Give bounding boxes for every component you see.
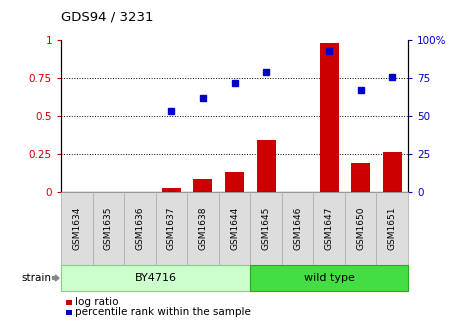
Text: percentile rank within the sample: percentile rank within the sample	[75, 307, 251, 318]
Bar	[351, 163, 370, 192]
Text: BY4716: BY4716	[135, 273, 177, 283]
Text: GSM1646: GSM1646	[293, 207, 302, 250]
Bar	[257, 140, 275, 192]
Bar	[66, 300, 72, 305]
Text: GSM1651: GSM1651	[388, 207, 397, 250]
Bar	[250, 265, 408, 291]
Bar	[383, 152, 402, 192]
Text: GSM1645: GSM1645	[262, 207, 271, 250]
Text: log ratio: log ratio	[75, 297, 119, 307]
Bar	[377, 192, 408, 265]
Bar	[187, 192, 219, 265]
Text: GSM1635: GSM1635	[104, 207, 113, 250]
Text: GSM1650: GSM1650	[356, 207, 365, 250]
Bar	[313, 192, 345, 265]
Text: strain: strain	[22, 273, 52, 283]
Bar	[92, 192, 124, 265]
FancyArrow shape	[53, 275, 59, 281]
Bar	[282, 192, 313, 265]
Bar	[156, 192, 187, 265]
Text: GSM1637: GSM1637	[167, 207, 176, 250]
Text: GSM1636: GSM1636	[136, 207, 144, 250]
Bar	[219, 192, 250, 265]
Text: GSM1644: GSM1644	[230, 207, 239, 250]
Text: wild type: wild type	[304, 273, 355, 283]
Bar	[250, 192, 282, 265]
Text: GSM1647: GSM1647	[325, 207, 333, 250]
Bar	[345, 192, 377, 265]
Text: GSM1634: GSM1634	[72, 207, 81, 250]
Bar	[61, 192, 92, 265]
Bar	[124, 192, 156, 265]
Bar	[320, 43, 339, 192]
Bar	[225, 172, 244, 192]
Text: GSM1638: GSM1638	[198, 207, 207, 250]
Bar	[194, 179, 212, 192]
Text: GDS94 / 3231: GDS94 / 3231	[61, 10, 153, 23]
Bar	[66, 310, 72, 315]
Bar	[162, 188, 181, 192]
Bar	[61, 265, 250, 291]
